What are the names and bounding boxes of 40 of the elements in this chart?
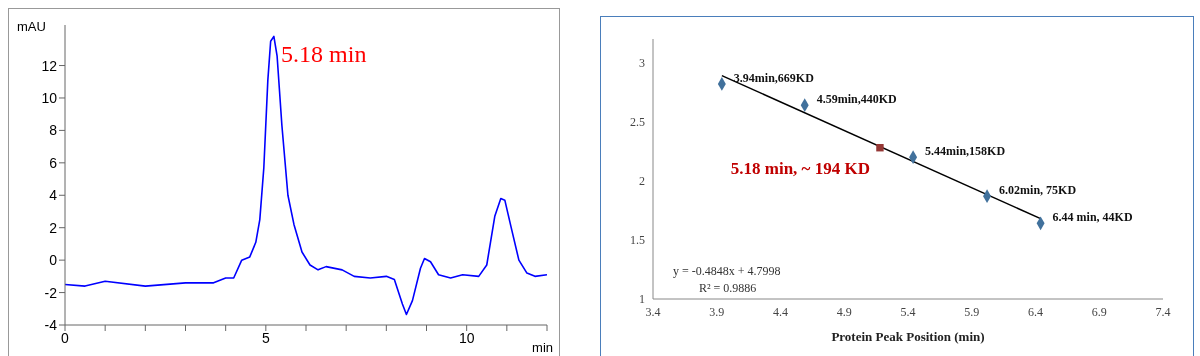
point — [876, 144, 884, 152]
x-tick-label: 6.9 — [1091, 304, 1107, 319]
y-tick-label: 1 — [639, 292, 645, 307]
annotation: 4.59min,440KD — [816, 92, 898, 107]
x-tick-label: 5.9 — [964, 304, 980, 319]
series-label: 5.18 min, ~ 194 KD — [730, 158, 870, 178]
y-tick-label: 4 — [49, 187, 58, 204]
y-tick-label: -4 — [44, 316, 58, 333]
x-tick-label: 5 — [261, 329, 270, 346]
x-tick-label: 0 — [61, 329, 70, 346]
y-tick-label: 10 — [41, 89, 58, 106]
x-axis-title: Protein Peak Position (min) — [831, 329, 985, 344]
x-axis-title: min — [532, 340, 553, 355]
x-tick-label: 10 — [458, 329, 475, 346]
x-tick-label: 4.9 — [836, 304, 852, 319]
y-tick-label: 3 — [639, 55, 645, 70]
x-tick-label: 7.4 — [1155, 304, 1171, 319]
y-tick-label: 2 — [49, 219, 58, 236]
x-tick-label: 3.4 — [645, 304, 661, 319]
x-tick-label: 3.9 — [709, 304, 725, 319]
y-tick-label: 0 — [49, 252, 58, 269]
x-tick-label: 5.4 — [900, 304, 916, 319]
y-tick-label: 8 — [49, 122, 58, 139]
annotation: 5.44min,158KD — [925, 144, 1006, 159]
y-tick-label: 6 — [49, 154, 58, 171]
y-tick-label: 2.5 — [630, 114, 645, 129]
line-series — [65, 35, 547, 316]
annotation: R² = 0.9886 — [698, 280, 758, 297]
annotation: 5.18 min — [281, 41, 367, 68]
annotation: y = -0.4848x + 4.7998 — [673, 263, 781, 280]
y-axis-title: mAU — [17, 19, 46, 34]
y-tick-label: 1.5 — [630, 233, 645, 248]
annotation: 3.94min,669KD — [733, 70, 815, 85]
y-tick-label: 12 — [41, 57, 58, 74]
annotation: 6.02min, 75KD — [999, 183, 1077, 198]
annotation: 6.44 min, 44KD — [1052, 210, 1133, 225]
y-tick-label: 2 — [639, 174, 645, 189]
x-tick-label: 6.4 — [1028, 304, 1043, 319]
x-tick-label: 4.4 — [773, 304, 788, 319]
y-tick-label: -2 — [44, 284, 58, 301]
